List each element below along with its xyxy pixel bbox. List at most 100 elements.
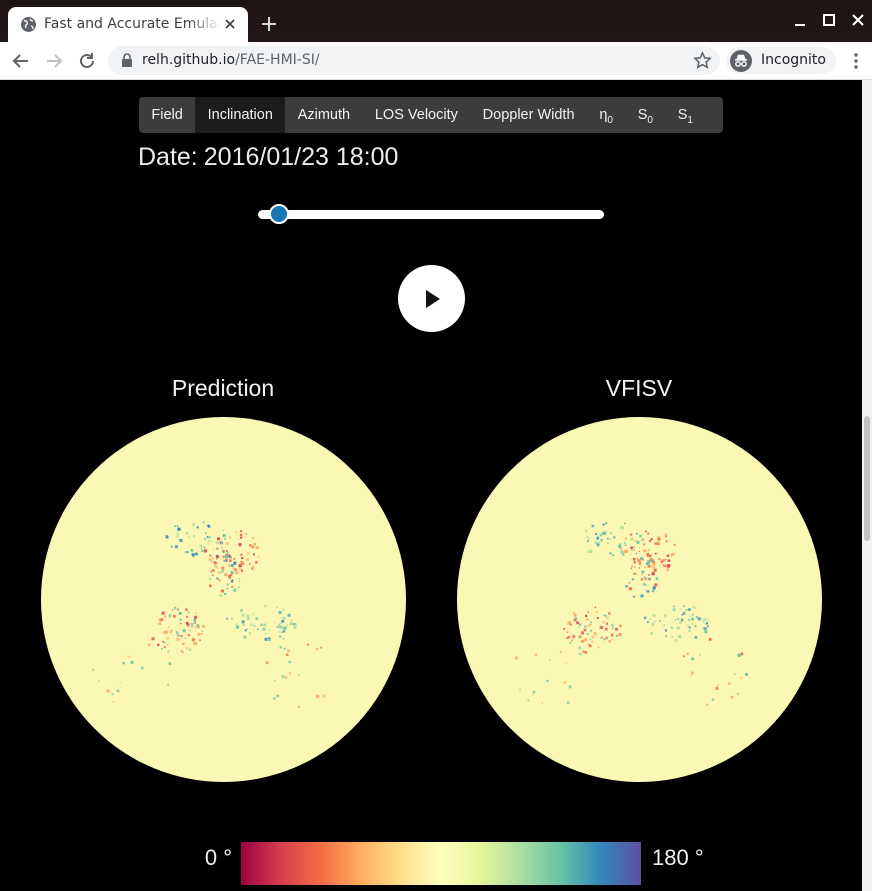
incognito-badge[interactable]: Incognito — [726, 47, 836, 74]
active-region-pixel — [171, 629, 173, 631]
active-region-pixel — [164, 630, 168, 634]
address-bar[interactable]: relh.github.io/FAE-HMI-SI/ — [108, 46, 720, 75]
slider-thumb[interactable] — [268, 204, 289, 224]
time-slider[interactable] — [258, 204, 604, 224]
active-region-pixel — [191, 626, 193, 628]
active-region-pixel — [620, 550, 624, 554]
active-region-pixel — [262, 627, 266, 631]
active-region-pixel — [628, 581, 631, 584]
active-region-pixel — [194, 625, 198, 629]
play-icon — [426, 290, 440, 308]
more-menu-icon[interactable] — [846, 51, 866, 71]
slider-track[interactable] — [258, 210, 604, 219]
active-region-pixel — [112, 701, 115, 703]
active-region-pixel — [620, 526, 624, 530]
active-region-pixel — [603, 638, 606, 641]
active-region-pixel — [585, 529, 588, 533]
active-region-pixel — [168, 614, 172, 618]
active-region-pixel — [215, 562, 218, 565]
active-region-pixel — [167, 683, 169, 686]
window-close-icon[interactable] — [848, 10, 868, 30]
active-region-pixel — [595, 611, 598, 613]
active-region-pixel — [187, 634, 190, 637]
active-region-pixel — [273, 621, 275, 624]
maximize-icon[interactable] — [819, 10, 839, 30]
active-region-pixel — [745, 672, 748, 676]
tab-eta0[interactable]: η0 — [587, 97, 625, 133]
active-region-pixel — [688, 629, 691, 632]
active-region-pixel — [605, 636, 609, 640]
active-region-pixel — [240, 553, 243, 556]
active-region-pixel — [162, 640, 164, 643]
active-region-pixel — [195, 612, 197, 614]
browser-tab[interactable]: Fast and Accurate Emulation — [8, 7, 248, 42]
active-region-pixel — [179, 618, 182, 621]
active-region-pixel — [158, 622, 162, 625]
active-region-pixel — [257, 628, 259, 631]
active-region-pixel — [678, 621, 682, 625]
tab-label: Doppler Width — [482, 107, 575, 123]
reload-icon[interactable] — [76, 50, 98, 72]
forward-arrow-icon[interactable] — [43, 50, 65, 72]
active-region-pixel — [179, 538, 183, 543]
active-region-pixel — [688, 608, 691, 611]
active-region-pixel — [223, 559, 226, 562]
bookmark-star-icon[interactable] — [693, 51, 712, 70]
active-region-pixel — [211, 540, 213, 543]
url-text[interactable]: relh.github.io/FAE-HMI-SI/ — [142, 52, 320, 68]
active-region-pixel — [167, 626, 170, 628]
globe-icon — [21, 17, 36, 32]
active-region-pixel — [568, 621, 572, 625]
active-region-pixel — [683, 655, 685, 658]
date-value: 2016/01/23 18:00 — [203, 143, 399, 171]
active-region-pixel — [629, 553, 632, 556]
active-region-pixel — [691, 617, 694, 621]
active-region-pixel — [612, 554, 614, 557]
active-region-pixel — [635, 552, 638, 555]
active-region-pixel — [177, 527, 181, 531]
active-region-pixel — [185, 621, 189, 625]
active-region-pixel — [633, 561, 636, 564]
active-region-pixel — [676, 626, 680, 630]
active-region-pixel — [307, 643, 310, 646]
play-button[interactable] — [398, 265, 465, 332]
active-region-pixel — [228, 564, 230, 567]
tab-field[interactable]: Field — [139, 97, 195, 133]
parameter-tabs: Field Inclination Azimuth LOS Velocity D… — [139, 97, 723, 133]
tab-s1[interactable]: S1 — [665, 97, 705, 133]
active-region-pixel — [173, 614, 176, 618]
active-region-pixel — [619, 624, 622, 628]
new-tab-icon[interactable] — [258, 13, 280, 35]
tab-azimuth[interactable]: Azimuth — [285, 97, 362, 133]
active-region-pixel — [641, 570, 645, 574]
active-region-pixel — [178, 611, 182, 615]
active-region-pixel — [237, 586, 240, 589]
active-region-pixel — [224, 555, 229, 559]
active-region-pixel — [197, 633, 201, 636]
active-region-pixel — [231, 617, 233, 620]
active-region-pixel — [288, 672, 291, 675]
back-arrow-icon[interactable] — [10, 50, 32, 72]
scrollbar-thumb[interactable] — [864, 416, 870, 541]
tab-inclination[interactable]: Inclination — [195, 97, 286, 133]
active-region-pixel — [241, 561, 244, 564]
tab-los-velocity[interactable]: LOS Velocity — [362, 97, 470, 133]
minimize-icon[interactable] — [790, 10, 810, 30]
active-region-pixel — [591, 524, 595, 528]
active-region-pixel — [631, 578, 634, 581]
active-region-pixel — [282, 629, 286, 633]
page-scrollbar[interactable] — [862, 80, 872, 891]
active-region-pixel — [672, 553, 675, 555]
active-region-pixel — [218, 579, 221, 582]
active-region-pixel — [587, 550, 590, 553]
active-region-pixel — [202, 521, 205, 524]
lock-icon[interactable] — [120, 53, 134, 68]
active-region-pixel — [610, 532, 612, 534]
close-icon[interactable] — [222, 16, 238, 32]
active-region-pixel — [286, 653, 289, 656]
tab-s0[interactable]: S0 — [625, 97, 665, 133]
tab-doppler-width[interactable]: Doppler Width — [470, 97, 587, 133]
active-region-pixel — [559, 651, 562, 653]
active-region-pixel — [579, 623, 582, 626]
active-region-pixel — [268, 629, 270, 632]
